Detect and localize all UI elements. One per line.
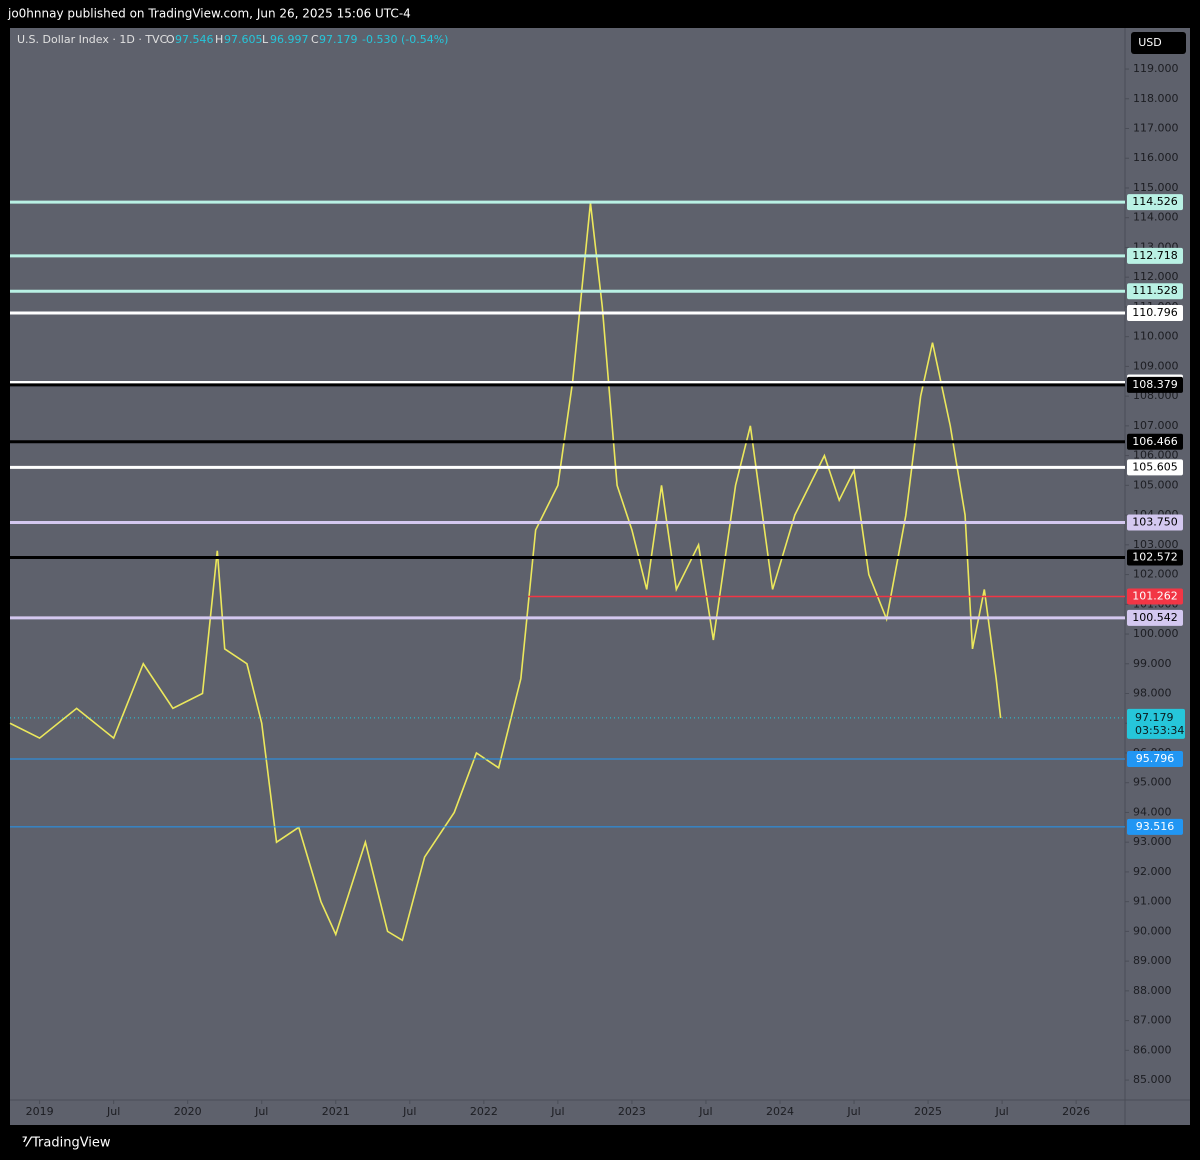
level-tag: [1127, 609, 1183, 626]
level-label: 112.718: [1132, 249, 1178, 262]
y-tick-label: 98.000: [1133, 687, 1172, 700]
level-label: 101.262: [1132, 590, 1178, 603]
x-tick-label: Jul: [550, 1105, 564, 1118]
level-label: 102.572: [1132, 551, 1178, 564]
brand: TradingView: [31, 1136, 111, 1151]
currency[interactable]: USD: [1138, 36, 1162, 49]
y-tick-label: 91.000: [1133, 895, 1172, 908]
y-tick-label: 89.000: [1133, 954, 1172, 967]
x-tick-label: 2021: [322, 1105, 350, 1118]
y-tick-label: 100.000: [1133, 627, 1179, 640]
level-tag: [1127, 549, 1183, 566]
legend-key: L: [262, 33, 269, 46]
level-label: 111.528: [1132, 284, 1178, 297]
level-tag: [1127, 459, 1183, 476]
x-tick-label: 2019: [26, 1105, 54, 1118]
legend-value: 97.605: [224, 33, 263, 46]
level-label: 106.466: [1132, 435, 1178, 448]
last-price: 97.179: [1135, 711, 1174, 724]
x-tick-label: 2024: [766, 1105, 794, 1118]
y-tick-label: 117.000: [1133, 122, 1179, 135]
level-tag: [1127, 588, 1183, 605]
legend-key: C: [311, 33, 319, 46]
last-price-tag: [1127, 708, 1185, 739]
level-tag: [1127, 376, 1183, 393]
y-tick-label: 115.000: [1133, 181, 1179, 194]
level-tag: [1127, 247, 1183, 264]
x-tick-label: 2025: [914, 1105, 942, 1118]
x-tick-label: 2020: [174, 1105, 202, 1118]
symbol: U.S. Dollar Index · 1D · TVC: [17, 33, 168, 46]
y-tick-label: 86.000: [1133, 1043, 1172, 1056]
level-label: 93.516: [1136, 820, 1175, 833]
y-tick-label: 94.000: [1133, 805, 1172, 818]
y-tick-label: 119.000: [1133, 62, 1179, 75]
y-tick-label: 107.000: [1133, 419, 1179, 432]
level-label: 95.796: [1136, 752, 1175, 765]
level-tag: [1127, 514, 1183, 531]
level-label: 114.526: [1132, 195, 1178, 208]
x-tick-label: 2022: [470, 1105, 498, 1118]
level-tag: [1127, 283, 1183, 300]
level-label: 100.542: [1132, 611, 1178, 624]
level-tag: [1127, 304, 1183, 321]
y-tick-label: 110.000: [1133, 330, 1179, 343]
countdown: 03:53:34: [1135, 724, 1184, 737]
level-label: 105.605: [1132, 460, 1178, 473]
x-tick-label: Jul: [254, 1105, 268, 1118]
x-tick-label: Jul: [106, 1105, 120, 1118]
legend-value: 96.997: [270, 33, 309, 46]
y-tick-label: 93.000: [1133, 835, 1172, 848]
y-tick-label: 109.000: [1133, 359, 1179, 372]
x-tick-label: 2023: [618, 1105, 646, 1118]
y-tick-label: 118.000: [1133, 92, 1179, 105]
x-tick-label: Jul: [402, 1105, 416, 1118]
y-tick-label: 92.000: [1133, 865, 1172, 878]
y-tick-label: 102.000: [1133, 568, 1179, 581]
level-label: 108.379: [1132, 378, 1178, 391]
level-label: 110.796: [1132, 306, 1178, 319]
currency-button[interactable]: [1131, 32, 1186, 54]
level-tag: [1127, 433, 1183, 450]
y-tick-label: 95.000: [1133, 776, 1172, 789]
y-tick-label: 116.000: [1133, 151, 1179, 164]
legend-value: 97.546: [175, 33, 214, 46]
y-tick-label: 99.000: [1133, 657, 1172, 670]
x-tick-label: Jul: [846, 1105, 860, 1118]
y-tick-label: 112.000: [1133, 270, 1179, 283]
legend-key: O: [166, 33, 175, 46]
level-tag: [1127, 818, 1183, 835]
legend: U.S. Dollar Index · 1D · TVC O 97.546 H …: [17, 33, 448, 46]
level-label: 103.750: [1132, 516, 1178, 529]
y-tick-label: 88.000: [1133, 984, 1172, 997]
y-tick-label: 106.000: [1133, 449, 1179, 462]
plot-background: [10, 28, 1190, 1125]
level-tag: [1127, 751, 1183, 768]
legend-change: -0.530 (-0.54%): [362, 33, 448, 46]
x-tick-label: Jul: [994, 1105, 1008, 1118]
legend-value: 97.179: [319, 33, 358, 46]
y-tick-label: 103.000: [1133, 538, 1179, 551]
y-tick-label: 87.000: [1133, 1014, 1172, 1027]
x-tick-label: 2026: [1062, 1105, 1090, 1118]
y-tick-label: 105.000: [1133, 478, 1179, 491]
legend-key: H: [215, 33, 223, 46]
logo: ⁷⁄: [22, 1136, 33, 1151]
level-tag: [1127, 194, 1183, 211]
publisher: jo0hnnay published on TradingView.com, J…: [7, 7, 411, 21]
y-tick-label: 90.000: [1133, 924, 1172, 937]
y-tick-label: 114.000: [1133, 211, 1179, 224]
x-tick-label: Jul: [698, 1105, 712, 1118]
y-tick-label: 85.000: [1133, 1073, 1172, 1086]
